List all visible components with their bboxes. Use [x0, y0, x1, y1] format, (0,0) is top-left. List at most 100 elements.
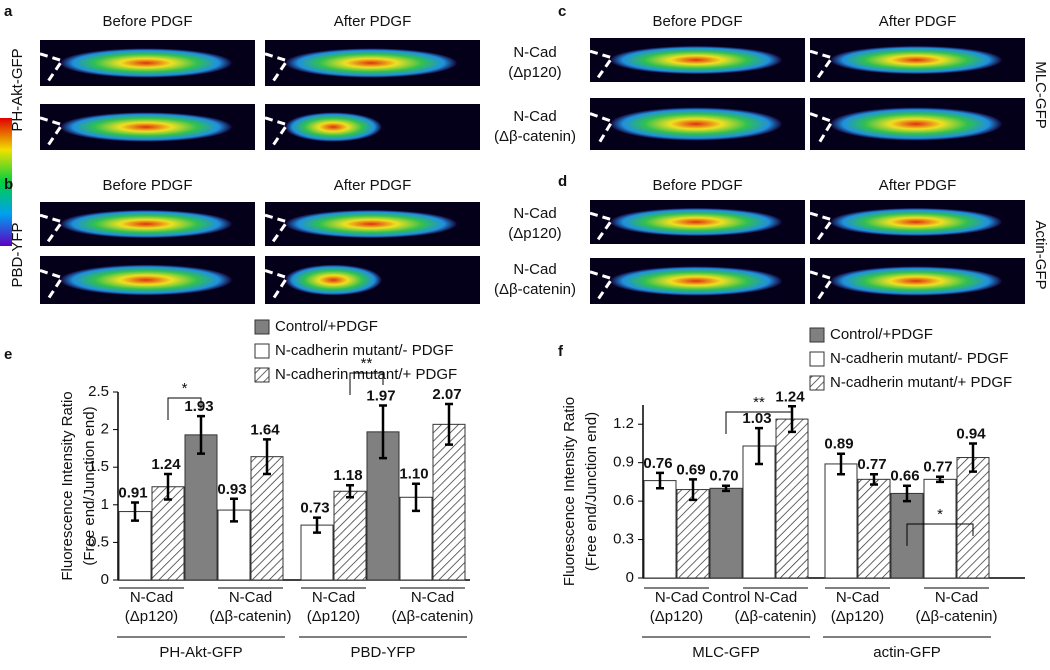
error-bar: [755, 426, 763, 466]
column-label: Before PDGF: [102, 13, 192, 30]
row-label: N-Cad: [513, 44, 556, 61]
significance-bracket: [725, 411, 793, 434]
reporter-label: PBD-YFP: [9, 222, 26, 287]
subgroup-label: (Δβ-catenin): [391, 608, 473, 625]
cell: [610, 266, 782, 296]
bar: [432, 423, 466, 581]
legend-label: N-cadherin mutant/+ PDGF: [830, 374, 1012, 391]
bar: [709, 487, 743, 579]
group-label: PBD-YFP: [350, 644, 415, 661]
value-label: 0.70: [709, 468, 738, 485]
error-bar: [689, 478, 697, 502]
value-label: 1.10: [399, 466, 428, 483]
junction-outline: [39, 52, 65, 83]
junction-outline: [264, 116, 290, 147]
error-bar: [969, 442, 977, 473]
cell: [285, 264, 382, 296]
cell: [830, 207, 1002, 237]
value-label: 1.24: [151, 456, 181, 473]
y-tick-label: 0.9: [613, 454, 634, 471]
legend-label: Control/+PDGF: [275, 318, 378, 335]
junction-outline: [264, 52, 290, 83]
row-label: N-Cad: [513, 261, 556, 278]
y-tick-label: 2: [101, 421, 109, 438]
junction-outline: [809, 270, 835, 301]
value-label: 0.77: [857, 456, 886, 473]
legend-swatch: [809, 327, 825, 343]
junction-outline: [809, 211, 835, 241]
y-tick-label: 0.5: [88, 533, 109, 550]
junction-outline: [39, 268, 65, 301]
value-label: 0.76: [643, 455, 672, 472]
significance-label: *: [182, 380, 188, 397]
error-bar: [131, 501, 139, 522]
error-bar: [656, 471, 664, 490]
y-tick-label: 0: [101, 571, 109, 588]
junction-outline: [589, 112, 615, 146]
error-bar: [346, 483, 354, 499]
subgroup-label: (Δβ-catenin): [915, 608, 997, 625]
legend-swatch: [254, 343, 270, 359]
value-label: 1.93: [184, 398, 213, 415]
legend-swatch: [809, 351, 825, 367]
cell: [60, 48, 232, 78]
value-label: 2.07: [432, 386, 461, 403]
bar: [151, 486, 185, 581]
value-label: 1.18: [333, 467, 362, 484]
subgroup-label: (Δβ-catenin): [734, 608, 816, 625]
y-tick-label: 0.3: [613, 531, 634, 548]
cell: [830, 266, 1002, 296]
significance-bracket: [349, 372, 384, 395]
legend-label: Control/+PDGF: [830, 326, 933, 343]
row-label: (Δp120): [508, 225, 561, 242]
value-label: 1.24: [775, 388, 805, 405]
subgroup-label: (Δp120): [125, 608, 178, 625]
bar: [956, 457, 990, 579]
error-bar: [837, 452, 845, 476]
significance-label: **: [753, 394, 765, 411]
junction-outline: [264, 268, 290, 301]
row-label: N-Cad: [513, 108, 556, 125]
panel-letter: a: [4, 3, 13, 20]
column-label: Before PDGF: [652, 177, 742, 194]
error-bar: [379, 404, 387, 460]
y-axis-label: Fluorescence Intensity Ratio: [59, 391, 76, 580]
y-tick-label: 0: [626, 569, 634, 586]
cell: [610, 207, 782, 237]
cell: [285, 112, 382, 142]
bar: [184, 434, 218, 581]
bar: [775, 418, 809, 579]
cell: [60, 209, 232, 239]
error-bar: [313, 516, 321, 534]
legend-swatch: [809, 375, 825, 391]
junction-outline: [809, 112, 835, 146]
cell: [285, 209, 457, 239]
row-label: (Δp120): [508, 64, 561, 81]
bar: [923, 478, 957, 579]
subgroup-label: (Δp120): [831, 608, 884, 625]
panel-letter: c: [558, 3, 566, 20]
bar: [250, 456, 284, 581]
junction-outline: [39, 213, 65, 243]
cell: [285, 48, 457, 78]
column-label: After PDGF: [334, 13, 412, 30]
bar: [118, 511, 152, 581]
value-label: 0.91: [118, 485, 147, 502]
reporter-label: MLC-GFP: [1032, 61, 1049, 129]
panel-letter: d: [558, 173, 567, 190]
bar: [333, 490, 367, 581]
bar: [676, 489, 710, 579]
bar: [857, 478, 891, 579]
y-tick-label: 0.6: [613, 492, 634, 509]
subgroup-label: N-Cad: [130, 589, 173, 606]
subgroup-label: (Δp120): [307, 608, 360, 625]
value-label: 1.97: [366, 388, 395, 405]
group-label: MLC-GFP: [692, 644, 760, 661]
row-label: (Δβ-catenin): [494, 128, 576, 145]
legend-swatch: [254, 367, 270, 383]
junction-outline: [39, 116, 65, 147]
y-axis-label: (Free end/Junction end): [81, 406, 98, 565]
junction-outline: [264, 213, 290, 243]
row-label: N-Cad: [513, 205, 556, 222]
